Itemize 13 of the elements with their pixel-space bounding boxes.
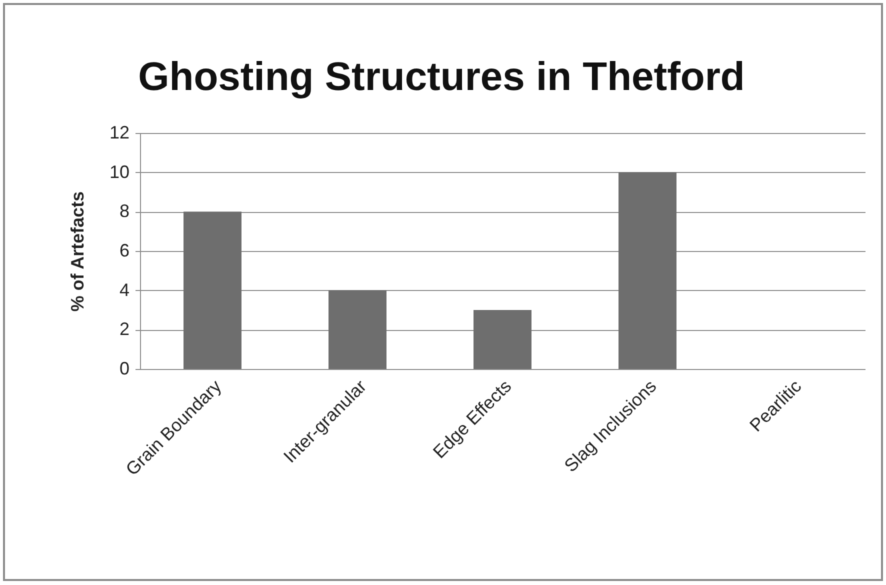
bar: [184, 212, 242, 369]
chart-title: Ghosting Structures in Thetford: [138, 55, 745, 99]
y-tick-label: 8: [119, 201, 130, 222]
bar: [328, 290, 386, 369]
y-tick-label: 6: [119, 240, 130, 260]
y-axis-title: % of Artefacts: [67, 191, 88, 312]
y-tick-label: 0: [119, 358, 130, 378]
y-tick-label: 2: [119, 319, 130, 340]
bar: [474, 310, 532, 369]
bar: [618, 172, 676, 369]
y-tick-label: 4: [119, 280, 130, 300]
y-tick-label: 10: [109, 162, 130, 182]
y-tick-label: 12: [109, 122, 130, 142]
